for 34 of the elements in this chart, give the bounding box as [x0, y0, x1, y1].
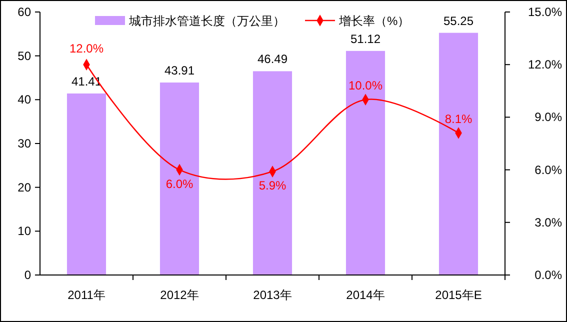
y-tick-label: 40 [18, 92, 32, 107]
data-label: 46.49 [257, 52, 288, 66]
y-tick-label: 50 [18, 48, 32, 63]
legend-label: 增长率（%） [338, 14, 410, 28]
data-label: 12.0% [69, 42, 104, 56]
legend-label: 城市排水管道长度（万公里） [128, 14, 285, 28]
data-label: 8.1% [444, 112, 472, 126]
x-tick-label: 2014年 [346, 288, 385, 302]
data-label: 43.91 [164, 64, 195, 78]
y2-tick-label: 6.0% [534, 162, 562, 177]
y2-tick-label: 3.0% [534, 215, 562, 230]
bar [66, 93, 106, 275]
bar [252, 71, 292, 275]
y2-tick-label: 0.0% [534, 268, 562, 282]
data-label: 51.12 [350, 32, 381, 46]
bar [346, 50, 386, 275]
data-label: 6.0% [166, 176, 194, 191]
y2-tick-label: 15.0% [528, 5, 562, 19]
y-tick-label: 60 [18, 5, 32, 19]
x-tick-label: 2011年 [68, 288, 106, 302]
data-label: 5.9% [258, 178, 286, 193]
y-tick-label: 10 [18, 224, 32, 238]
x-tick-label: 2015年E [435, 288, 482, 302]
data-label: 10.0% [348, 78, 383, 93]
x-tick-label: 2013年 [253, 288, 292, 302]
y2-tick-label: 9.0% [534, 110, 562, 124]
y-tick-label: 0 [24, 268, 32, 282]
y-tick-label: 20 [18, 180, 32, 194]
bar [160, 82, 200, 275]
y-tick-label: 30 [18, 136, 32, 150]
y2-tick-label: 12.0% [528, 58, 562, 72]
x-tick-label: 2012年 [160, 288, 199, 302]
data-label: 55.25 [443, 14, 474, 28]
bar [438, 32, 478, 275]
